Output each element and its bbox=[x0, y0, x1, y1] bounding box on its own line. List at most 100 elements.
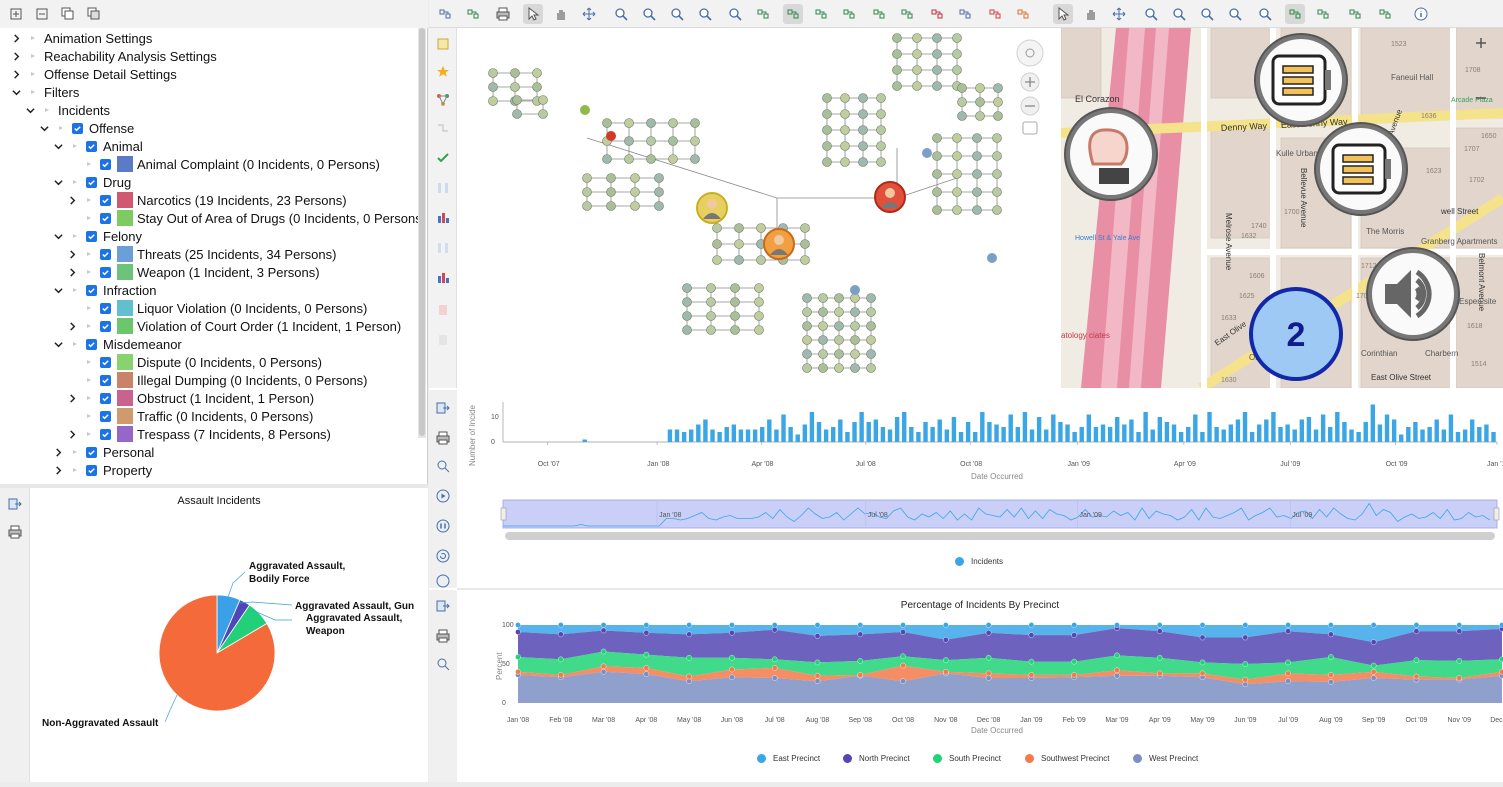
area-point[interactable] bbox=[729, 674, 735, 681]
area-point[interactable] bbox=[771, 656, 778, 663]
zoom-out-icon[interactable] bbox=[1225, 4, 1245, 24]
graph-node[interactable] bbox=[730, 325, 740, 335]
timeline-bar[interactable] bbox=[930, 427, 935, 442]
red-doc-icon[interactable] bbox=[433, 300, 453, 320]
area-point[interactable] bbox=[729, 666, 735, 673]
timeline-bar[interactable] bbox=[1044, 429, 1049, 443]
graph-node[interactable] bbox=[756, 223, 766, 233]
graph-node[interactable] bbox=[850, 321, 860, 331]
graph-node[interactable] bbox=[822, 141, 832, 151]
graph-node[interactable] bbox=[952, 65, 962, 75]
timeline-bar[interactable] bbox=[1221, 429, 1226, 443]
graph-node[interactable] bbox=[840, 141, 850, 151]
area-point[interactable] bbox=[1028, 632, 1035, 638]
area-point[interactable] bbox=[600, 622, 607, 628]
timeline-bar[interactable] bbox=[681, 432, 687, 442]
area-point[interactable] bbox=[643, 630, 650, 636]
graph-node[interactable] bbox=[952, 205, 962, 215]
graph-node[interactable] bbox=[912, 33, 922, 43]
area-point[interactable] bbox=[643, 665, 650, 671]
timeline-bar[interactable] bbox=[965, 422, 971, 442]
chevron-down-icon[interactable] bbox=[24, 104, 36, 116]
graph-node[interactable] bbox=[866, 321, 876, 331]
graph-node[interactable] bbox=[892, 49, 902, 59]
graph-node[interactable] bbox=[754, 297, 764, 307]
graph-node[interactable] bbox=[802, 335, 812, 345]
timeline-bar[interactable] bbox=[1242, 412, 1248, 442]
area-point[interactable] bbox=[1456, 675, 1463, 681]
timeline-bar[interactable] bbox=[831, 427, 836, 442]
graph-node[interactable] bbox=[630, 173, 640, 183]
circular-layout-icon[interactable] bbox=[927, 4, 947, 24]
organic-layout-icon[interactable] bbox=[839, 4, 859, 24]
area-point[interactable] bbox=[900, 622, 906, 628]
timeline-bar[interactable] bbox=[1462, 429, 1468, 443]
area-point[interactable] bbox=[857, 622, 864, 628]
area-point[interactable] bbox=[515, 654, 521, 660]
graph-node[interactable] bbox=[932, 205, 942, 215]
filter-checkbox[interactable] bbox=[72, 122, 83, 134]
filter-checkbox[interactable] bbox=[100, 410, 111, 422]
refresh-layout-icon[interactable] bbox=[811, 4, 831, 24]
graph-node[interactable] bbox=[957, 97, 967, 107]
select-arrow-icon[interactable] bbox=[1053, 4, 1073, 24]
timeline-bar[interactable] bbox=[866, 422, 871, 442]
area-series[interactable] bbox=[518, 625, 1502, 643]
graph-node[interactable] bbox=[730, 297, 740, 307]
graph-node[interactable] bbox=[992, 187, 1002, 197]
area-point[interactable] bbox=[643, 651, 650, 658]
timeline-bar[interactable] bbox=[1278, 427, 1283, 442]
graph-node[interactable] bbox=[510, 82, 520, 92]
filter-checkbox[interactable] bbox=[100, 158, 111, 170]
timeline-bar[interactable] bbox=[1164, 422, 1170, 442]
hierarchy-icon[interactable] bbox=[433, 118, 453, 138]
chevron-right-icon[interactable] bbox=[52, 446, 64, 458]
timeline-bar[interactable] bbox=[809, 412, 815, 442]
area-point[interactable] bbox=[1028, 622, 1035, 628]
copy-icon[interactable] bbox=[58, 4, 78, 24]
tree-layout-icon[interactable] bbox=[869, 4, 889, 24]
area-point[interactable] bbox=[686, 654, 692, 661]
filter-checkbox[interactable] bbox=[86, 446, 97, 458]
filter-checkbox[interactable] bbox=[100, 320, 111, 332]
print-icon[interactable] bbox=[433, 626, 453, 646]
graph-node[interactable] bbox=[932, 151, 942, 161]
graph-node[interactable] bbox=[630, 187, 640, 197]
graph-node[interactable] bbox=[932, 33, 942, 43]
timeline-bar[interactable] bbox=[937, 419, 942, 443]
timeline-bar[interactable] bbox=[1143, 412, 1148, 442]
person-node-icon[interactable] bbox=[696, 192, 728, 224]
area-point[interactable] bbox=[1071, 632, 1077, 638]
graph-node[interactable] bbox=[646, 136, 656, 146]
area-point[interactable] bbox=[1328, 672, 1334, 678]
area-point[interactable] bbox=[900, 629, 906, 635]
step-icon[interactable] bbox=[433, 574, 453, 588]
timeline-bar[interactable] bbox=[1413, 422, 1418, 442]
graph-node[interactable] bbox=[532, 68, 542, 78]
zoom-in-icon[interactable] bbox=[611, 4, 631, 24]
area-point[interactable] bbox=[1499, 656, 1503, 663]
zoom-in-plus-icon[interactable] bbox=[1169, 4, 1189, 24]
graph-node[interactable] bbox=[975, 111, 985, 121]
area-point[interactable] bbox=[1114, 667, 1120, 674]
export-icon[interactable] bbox=[435, 4, 455, 24]
map-zoom-controls[interactable] bbox=[1465, 32, 1499, 132]
graph-node[interactable] bbox=[892, 33, 902, 43]
area-point[interactable] bbox=[814, 659, 821, 666]
map-layout-icon[interactable] bbox=[1313, 4, 1333, 24]
area-point[interactable] bbox=[1285, 628, 1291, 635]
graph-node[interactable] bbox=[800, 223, 810, 233]
timeline-bar[interactable] bbox=[1306, 417, 1312, 442]
graph-node[interactable] bbox=[654, 201, 664, 211]
bar-chart-icon[interactable] bbox=[433, 208, 453, 228]
column-icon[interactable] bbox=[433, 178, 453, 198]
timeline-bar[interactable] bbox=[1036, 417, 1042, 442]
chevron-right-icon[interactable] bbox=[66, 392, 78, 404]
timeline-bar[interactable] bbox=[745, 429, 751, 443]
graph-node[interactable] bbox=[706, 311, 716, 321]
timeline-bar[interactable] bbox=[1193, 414, 1198, 443]
safe-icon[interactable] bbox=[1314, 122, 1408, 216]
chevron-right-icon[interactable] bbox=[66, 266, 78, 278]
tree-item[interactable]: Animation Settings bbox=[10, 29, 152, 47]
area-point[interactable] bbox=[557, 672, 564, 678]
